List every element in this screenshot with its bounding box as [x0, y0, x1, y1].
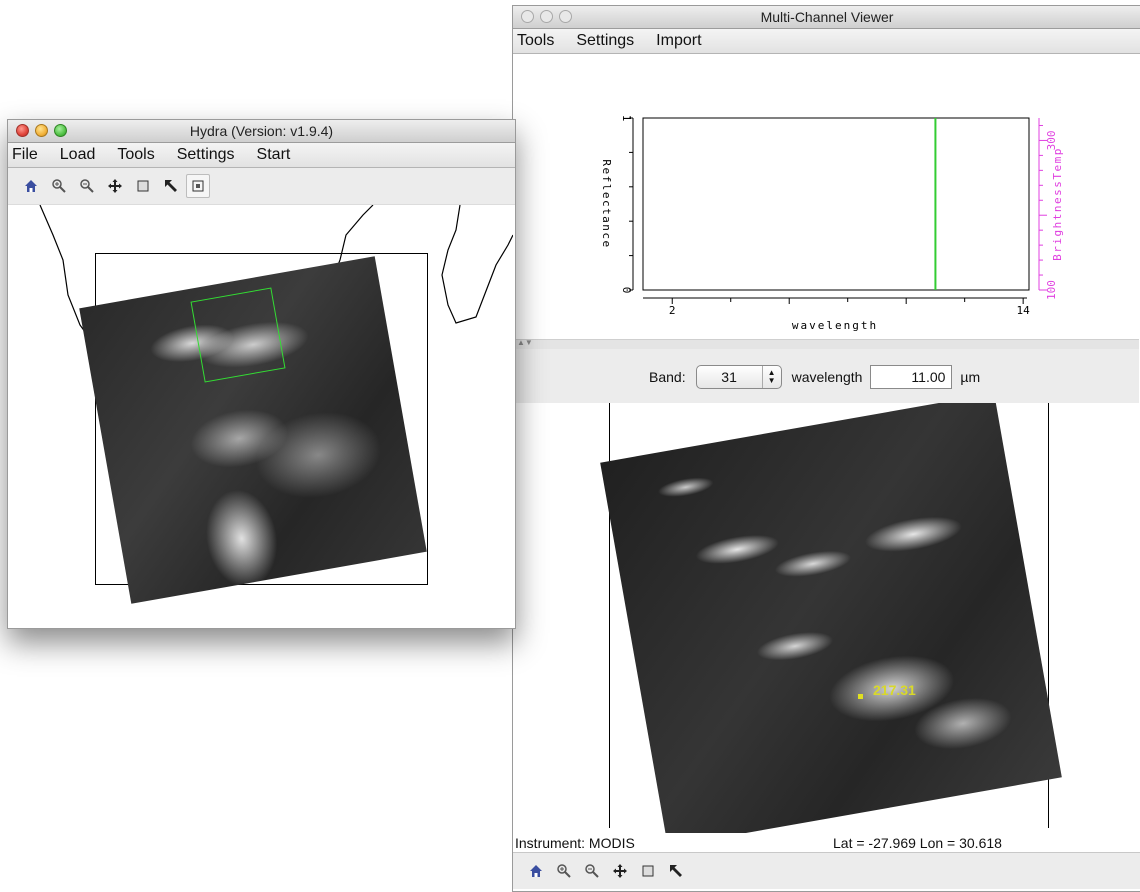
hydra-menubar: File Load Tools Settings Start [8, 143, 515, 168]
home-icon[interactable] [18, 173, 44, 199]
image-display[interactable]: 217.31 [513, 403, 1139, 833]
map-display[interactable] [8, 205, 513, 626]
display-box-right-edge [1048, 403, 1049, 828]
y2-axis-label: BrightnessTemp [1051, 147, 1064, 261]
probe-value-label: 217.31 [873, 682, 916, 698]
zoom-out-icon[interactable] [579, 858, 605, 884]
pointer-icon[interactable] [663, 858, 689, 884]
hydra-toolbar [8, 168, 515, 205]
zoom-icon[interactable] [559, 10, 572, 23]
y2-tick-label: 100 [1045, 280, 1058, 300]
collapse-arrows-icon[interactable]: ▲▼ [517, 338, 533, 347]
multi-channel-viewer-window: Multi-Channel Viewer Tools Settings Impo… [512, 5, 1140, 892]
menu-tools[interactable]: Tools [517, 32, 555, 49]
hydra-title: Hydra (Version: v1.9.4) [189, 123, 334, 139]
menu-load[interactable]: Load [59, 146, 96, 163]
wavelength-field[interactable]: 11.00 [870, 365, 953, 389]
plot-frame [642, 117, 1030, 291]
band-controls-panel: Band: 31 ▲ ▼ wavelength 11.00 µm [513, 349, 1139, 403]
hydra-window: Hydra (Version: v1.9.4) File Load Tools … [7, 119, 516, 629]
rectangle-select-icon[interactable] [130, 173, 156, 199]
instrument-status: Instrument: MODIS [515, 835, 635, 851]
mcv-titlebar[interactable]: Multi-Channel Viewer [513, 6, 1140, 29]
menu-settings[interactable]: Settings [176, 146, 235, 163]
wavelength-unit: µm [960, 369, 981, 385]
hydra-titlebar[interactable]: Hydra (Version: v1.9.4) [8, 120, 515, 143]
selection-region-box[interactable] [190, 287, 286, 383]
y2-tick-label: 300 [1045, 130, 1058, 150]
y-tick-label: 1 [620, 115, 633, 122]
menu-settings[interactable]: Settings [576, 32, 635, 49]
zoom-icon[interactable] [54, 124, 67, 137]
zoom-in-icon[interactable] [551, 858, 577, 884]
pan-icon[interactable] [607, 858, 633, 884]
y-axis-label: Reflectance [600, 159, 613, 248]
pan-icon[interactable] [102, 173, 128, 199]
window-controls [16, 124, 67, 137]
menu-import[interactable]: Import [656, 32, 702, 49]
minimize-icon[interactable] [35, 124, 48, 137]
band-spinner[interactable]: 31 ▲ ▼ [695, 365, 782, 389]
display-box-left-edge [609, 403, 610, 828]
x-tick-label: 2 [669, 304, 676, 317]
band-label: Band: [649, 369, 686, 385]
map-bounds-box [95, 253, 428, 585]
spectrum-chart[interactable]: 2 14 0 1 100 300 wavelength Reflectance Brigh… [513, 54, 1139, 339]
home-icon[interactable] [523, 858, 549, 884]
latlon-status: Lat = -27.969 Lon = 30.618 [833, 835, 1002, 851]
menu-file[interactable]: File [12, 146, 38, 163]
x-tick-label: 14 [1017, 304, 1031, 317]
rectangle-select-icon[interactable] [635, 858, 661, 884]
zoom-out-icon[interactable] [74, 173, 100, 199]
splitter-bar[interactable]: ▲▼ [513, 338, 1139, 350]
zoom-in-icon[interactable] [46, 173, 72, 199]
close-icon[interactable] [521, 10, 534, 23]
mcv-title: Multi-Channel Viewer [760, 9, 894, 25]
window-controls [521, 10, 572, 23]
wavelength-label: wavelength [791, 369, 863, 385]
mcv-menubar: Tools Settings Import [513, 29, 1140, 54]
band-value: 31 [721, 369, 737, 385]
menu-start[interactable]: Start [256, 146, 291, 163]
mcv-toolbar [513, 852, 1140, 889]
region-select-icon[interactable] [186, 174, 210, 198]
probe-point[interactable] [858, 694, 863, 699]
pointer-icon[interactable] [158, 173, 184, 199]
satellite-image-zoomed [600, 403, 1062, 833]
menu-tools[interactable]: Tools [117, 146, 155, 163]
y-tick-label: 0 [620, 287, 633, 294]
close-icon[interactable] [16, 124, 29, 137]
x-axis-label: wavelength [792, 319, 878, 332]
minimize-icon[interactable] [540, 10, 553, 23]
spinner-arrows-icon[interactable]: ▲ ▼ [761, 366, 781, 388]
